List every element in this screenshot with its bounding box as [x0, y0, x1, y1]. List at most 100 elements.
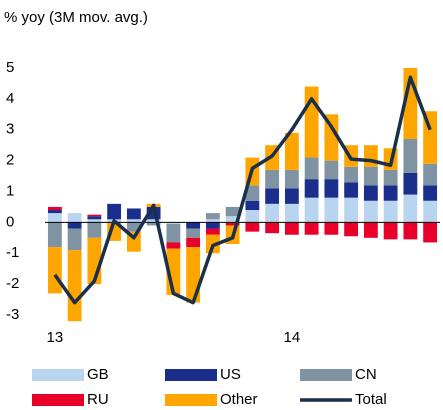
- bar-segment: [186, 247, 201, 303]
- bar-segment: [87, 216, 102, 220]
- y-tick-label: -1: [6, 244, 19, 261]
- bar-segment: [67, 228, 82, 251]
- legend-label: CN: [355, 366, 377, 383]
- bar-segment: [126, 208, 141, 220]
- bar-segment: [423, 222, 438, 243]
- bar-segment: [363, 166, 378, 186]
- bar-segment: [205, 219, 220, 223]
- bar-segment: [47, 222, 62, 248]
- bar-segment: [245, 210, 260, 223]
- bar-segment: [126, 219, 141, 223]
- bar-segment: [225, 216, 240, 223]
- bar-segment: [423, 163, 438, 186]
- bar-segment: [186, 237, 201, 248]
- bar-segment: [245, 185, 260, 201]
- y-tick-label: 4: [6, 90, 14, 107]
- legend-swatch: [32, 394, 84, 406]
- chart-title: % yoy (3M mov. avg.): [4, 9, 148, 26]
- bar-segment: [146, 219, 161, 223]
- bar-segment: [245, 200, 260, 211]
- x-tick-label: 14: [284, 329, 301, 346]
- bar-segment: [284, 222, 299, 235]
- bar-segment: [265, 222, 280, 234]
- bar-segment: [324, 197, 339, 223]
- bar-segment: [324, 160, 339, 180]
- bar-segment: [344, 197, 359, 223]
- legend-label: Total: [355, 391, 387, 408]
- bar-segment: [107, 203, 122, 220]
- bar-segment: [403, 139, 418, 173]
- bar-segment: [265, 203, 280, 223]
- y-tick-label: 2: [6, 152, 14, 169]
- bar-segment: [67, 250, 82, 322]
- bar-segment: [383, 169, 398, 186]
- bar-segment: [265, 169, 280, 189]
- bar-segment: [47, 210, 62, 214]
- bar-segment: [363, 200, 378, 223]
- bar-segment: [304, 197, 319, 223]
- bar-segment: [205, 228, 220, 235]
- bar-segment: [225, 206, 240, 217]
- bar-segment: [166, 222, 181, 224]
- legend-label: US: [220, 366, 241, 383]
- bar-segment: [383, 222, 398, 240]
- bar-segment: [403, 222, 418, 240]
- bar-segment: [166, 242, 181, 249]
- bar-segment: [403, 172, 418, 195]
- bar-segment: [344, 222, 359, 237]
- y-tick-label: 5: [6, 59, 14, 76]
- y-tick-label: 1: [6, 182, 14, 199]
- bar-segment: [363, 222, 378, 238]
- bar-segment: [383, 185, 398, 201]
- total-line: [53, 75, 432, 305]
- bar-segment: [47, 247, 62, 294]
- legend-swatch: [165, 394, 217, 406]
- bar-segment: [47, 213, 62, 223]
- bar-segment: [304, 179, 319, 198]
- bar-segment: [423, 200, 438, 223]
- bar-segment: [186, 228, 201, 238]
- bar-segment: [344, 166, 359, 183]
- bar-segment: [383, 200, 398, 223]
- legend-label: GB: [87, 366, 109, 383]
- bar-segment: [205, 213, 220, 220]
- legend-swatch: [165, 369, 217, 381]
- y-tick-label: 3: [6, 121, 14, 138]
- y-tick-label: 0: [6, 213, 14, 230]
- y-tick-label: -2: [6, 275, 19, 292]
- bar-segment: [304, 157, 319, 180]
- bar-segment: [166, 223, 181, 243]
- bar-segment: [67, 222, 82, 229]
- bar-segment: [205, 222, 220, 229]
- bar-segment: [284, 132, 299, 170]
- legend-label: RU: [87, 391, 109, 408]
- x-tick-label: 13: [47, 329, 64, 346]
- bar-segment: [284, 169, 299, 189]
- y-tick-label: -3: [6, 306, 19, 323]
- bar-segment: [284, 203, 299, 223]
- bar-segment: [126, 222, 141, 232]
- bar-segment: [265, 188, 280, 204]
- bar-segment: [403, 194, 418, 223]
- bar-segment: [186, 222, 201, 229]
- bar-segment: [87, 219, 102, 223]
- bar-segment: [363, 145, 378, 167]
- bar-segment: [324, 222, 339, 235]
- legend-swatch: [32, 369, 84, 381]
- bar-segment: [344, 182, 359, 198]
- bar-segment: [304, 222, 319, 235]
- bar-segment: [245, 222, 260, 232]
- bar-segment: [423, 185, 438, 201]
- bar-segment: [363, 185, 378, 201]
- bar-segment: [87, 214, 102, 217]
- bar-segment: [284, 188, 299, 204]
- legend-swatch: [300, 369, 352, 381]
- bar-segment: [225, 222, 240, 226]
- legend-label: Other: [220, 391, 258, 408]
- bar-segment: [87, 222, 102, 238]
- bar-segment: [324, 179, 339, 198]
- bar-segment: [47, 206, 62, 211]
- bar-segment: [67, 213, 82, 223]
- bar-segment: [324, 114, 339, 161]
